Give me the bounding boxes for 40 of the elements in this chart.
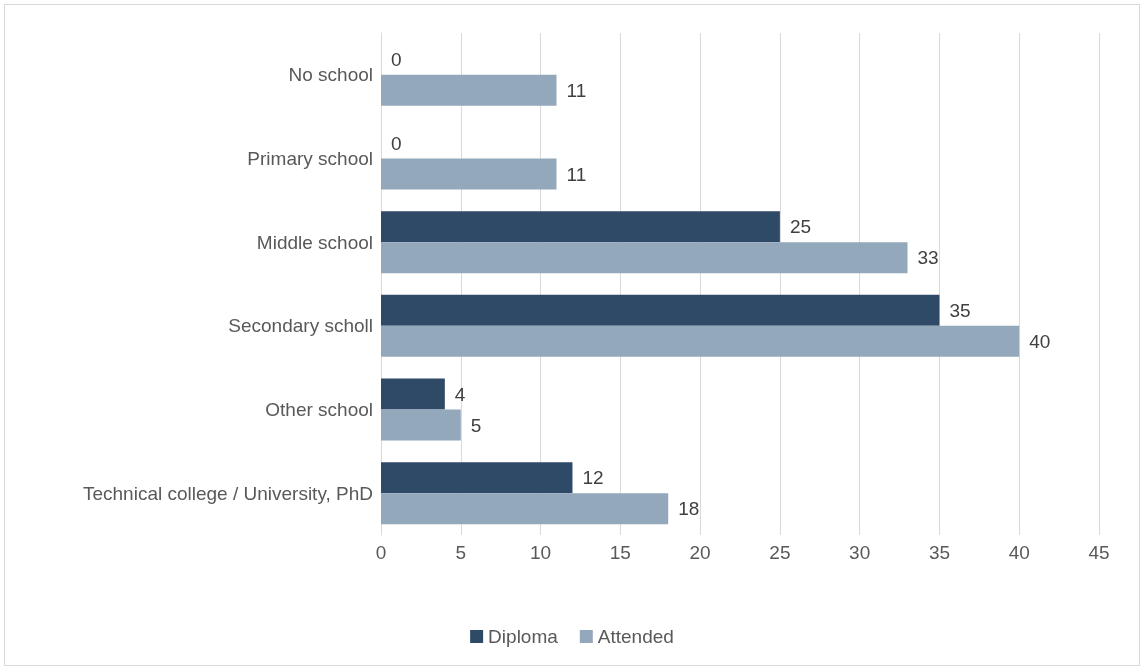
bar: [381, 211, 780, 243]
x-tick-label: 35: [928, 542, 951, 563]
data-label: 12: [582, 467, 604, 489]
data-label: 33: [917, 247, 939, 269]
x-tick-label: 25: [769, 542, 791, 563]
data-label: 40: [1029, 330, 1051, 352]
data-label: 25: [789, 216, 812, 238]
data-label: 11: [566, 163, 587, 185]
y-tick-label: Other school: [265, 399, 373, 420]
data-label: 0: [391, 48, 402, 70]
bar: [381, 462, 573, 494]
y-tick-label: Middle school: [256, 231, 373, 253]
x-tick-label: 20: [689, 542, 711, 563]
y-tick-label: No school: [288, 64, 373, 86]
bar: [381, 409, 461, 441]
y-tick-label: Secondary scholl: [228, 315, 373, 337]
data-label: 5: [470, 414, 482, 436]
x-tick-label: 10: [529, 542, 552, 563]
bar: [381, 325, 1020, 357]
bar: [381, 242, 908, 274]
legend-label: Diploma: [488, 626, 559, 647]
x-tick-label: 5: [455, 542, 467, 563]
bar: [381, 74, 557, 106]
bar: [381, 378, 445, 410]
data-label: 35: [949, 299, 971, 321]
data-label: 11: [566, 79, 587, 101]
data-label: 0: [391, 132, 402, 154]
data-label: 4: [454, 383, 466, 405]
bar: [381, 294, 940, 326]
legend-label: Attended: [597, 626, 674, 647]
x-tick-label: 45: [1088, 542, 1110, 563]
x-tick-label: 0: [375, 542, 387, 563]
x-tick-label: 15: [609, 542, 631, 563]
bar: [381, 493, 669, 525]
x-tick-label: 30: [849, 542, 871, 563]
y-tick-label: Technical college / University, PhD: [82, 482, 373, 504]
bar: [381, 158, 557, 190]
y-tick-label: Primary school: [247, 148, 373, 169]
data-label: 18: [678, 498, 700, 520]
x-tick-label: 40: [1008, 542, 1030, 563]
